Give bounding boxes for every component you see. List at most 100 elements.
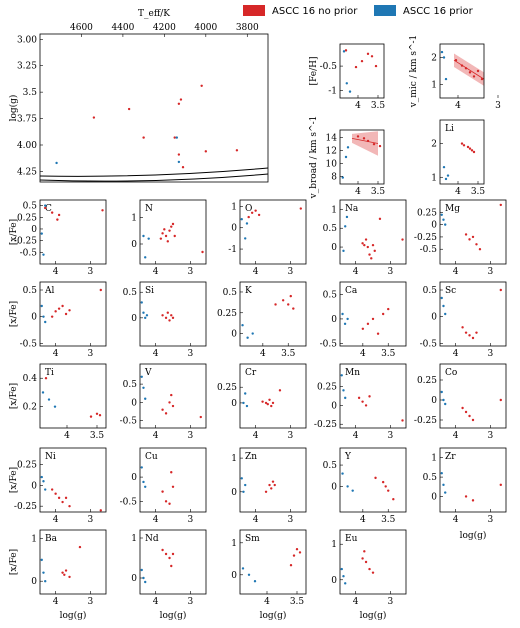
point-prior [442,304,445,308]
point-no-prior [387,307,390,311]
y-tick-label: 0.25 [17,461,37,471]
point-no-prior [361,400,364,403]
x-tick-label: 4 [355,187,361,197]
point-no-prior [44,206,47,210]
point-no-prior [378,217,382,221]
legend-swatch-no-prior [243,5,265,16]
point-no-prior [163,228,166,231]
point-no-prior [89,415,93,418]
point-prior [177,160,181,164]
axes-frame [139,363,207,429]
point-prior [245,222,249,225]
x-tick-label: 4 [153,267,159,277]
point-prior [144,316,147,320]
point-no-prior [57,496,61,500]
point-prior [140,568,143,572]
element-label: Sm [245,534,260,544]
point-no-prior [361,557,364,560]
point-no-prior [468,147,472,150]
point-no-prior [292,307,295,310]
point-no-prior [168,556,171,560]
point-no-prior [170,564,173,568]
point-no-prior [57,307,61,310]
x-tick-label: 3.5 [381,515,396,525]
y-tick-label: 0.5 [23,286,38,296]
point-no-prior [50,488,54,491]
panel-ca: 0.5 0 -0.5 4 3.5 Ca [320,281,407,359]
y-tick-label: 0 [331,401,337,411]
point-no-prior [63,573,66,576]
point-no-prior [271,480,275,483]
y-tick-label: 3.00 [17,35,37,45]
point-no-prior [68,504,71,508]
element-label: Mg [445,204,460,214]
x-tick-label: 4200 [153,23,176,33]
axes-frame [239,363,307,429]
axes-frame [339,281,407,347]
point-prior [244,483,247,487]
point-no-prior [281,299,285,302]
y-tick-label: 0.5 [323,290,338,300]
point-no-prior [472,75,476,78]
point-no-prior [166,311,169,314]
point-no-prior [54,492,57,495]
y-tick-label: 0 [31,481,37,491]
point-no-prior [161,408,164,411]
panel-ni: 0.25 0 -0.25 4 3 Ni [14,447,107,525]
element-label: V [144,368,152,378]
x-tick-label: 3 [188,597,194,607]
point-no-prior [364,238,368,241]
point-prior [140,466,143,469]
point-prior [142,386,145,389]
point-prior [345,215,349,219]
point-no-prior [381,480,385,484]
axes-frame [239,281,307,347]
point-no-prior [376,332,380,335]
point-prior [342,50,346,53]
y-tick-label: 2 [431,54,437,64]
element-label: Cr [245,368,257,378]
y-tick-label: 1 [331,205,337,215]
point-prior [41,391,45,394]
point-no-prior [173,136,176,139]
point-no-prior [471,336,475,340]
point-no-prior [364,404,368,407]
axes-frame [439,119,485,185]
x-tick-label: 4 [453,349,459,359]
element-label: Cu [145,452,158,462]
point-prior [442,483,445,487]
y-tick-label: -0.5 [20,339,38,349]
x-tick-label: 3.5 [371,187,386,197]
y-tick-label: 0.25 [317,383,337,393]
point-no-prior [471,235,475,239]
y-tick-label: -0.25 [14,237,37,247]
y-tick-label: 3.5 [23,88,38,98]
y-tick-label: 1 [431,173,437,183]
point-no-prior [292,554,296,557]
y-tick-label: 0.5 [423,286,438,296]
panel-v-mic-km-s-1: 1 2 4 3 v_mic / km s^-1 [409,35,501,111]
y-tick-label: -0.5 [420,245,438,255]
point-prior [344,155,348,159]
y-tick-label: 0 [231,330,237,340]
point-no-prior [264,490,268,493]
element-label: Y [344,452,352,462]
trend-line [453,59,485,80]
element-label: Zn [245,452,257,462]
y-tick-label: 0 [131,574,137,584]
legend-label-prior: ASCC 16 prior [403,6,474,17]
point-prior [342,389,345,392]
point-prior [240,477,243,480]
axes-frame [239,447,307,513]
point-no-prior [92,116,96,119]
axes-frame [339,199,407,265]
x-axis-label-logg: log(g) [260,610,287,621]
point-no-prior [235,149,239,152]
point-no-prior [61,500,64,504]
point-prior [346,317,349,321]
trend-line [351,137,379,144]
point-no-prior [270,487,273,490]
x-tick-label: 3 [188,431,194,441]
point-no-prior [101,209,104,212]
point-prior [342,249,345,253]
